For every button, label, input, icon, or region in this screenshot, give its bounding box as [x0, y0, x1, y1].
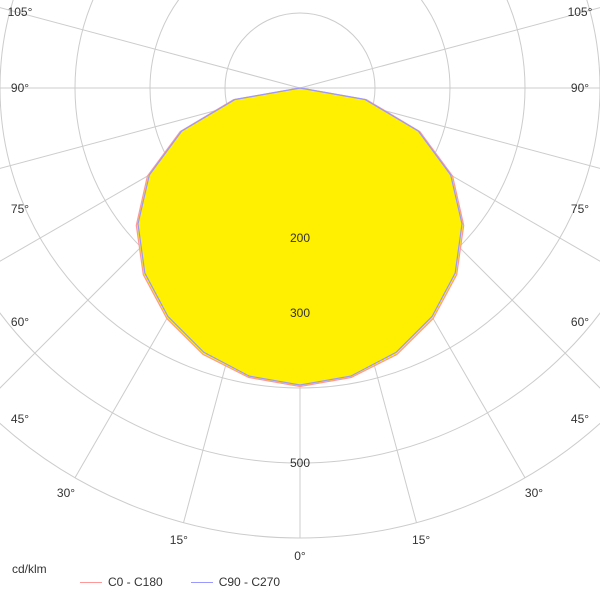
legend-label-c90: C90 - C270 — [219, 575, 280, 589]
series-group — [136, 88, 463, 387]
legend-item-c90: C90 - C270 — [191, 575, 280, 589]
legend: C0 - C180 C90 - C270 — [80, 575, 280, 589]
legend-swatch-c0 — [80, 582, 102, 583]
legend-swatch-c90 — [191, 582, 213, 583]
legend-label-c0: C0 - C180 — [108, 575, 163, 589]
legend-item-c0: C0 - C180 — [80, 575, 163, 589]
unit-label: cd/klm — [12, 562, 47, 576]
polar-chart — [0, 0, 600, 580]
